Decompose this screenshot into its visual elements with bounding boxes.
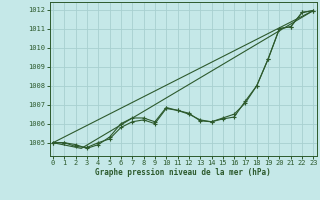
X-axis label: Graphe pression niveau de la mer (hPa): Graphe pression niveau de la mer (hPa) [95,168,271,177]
